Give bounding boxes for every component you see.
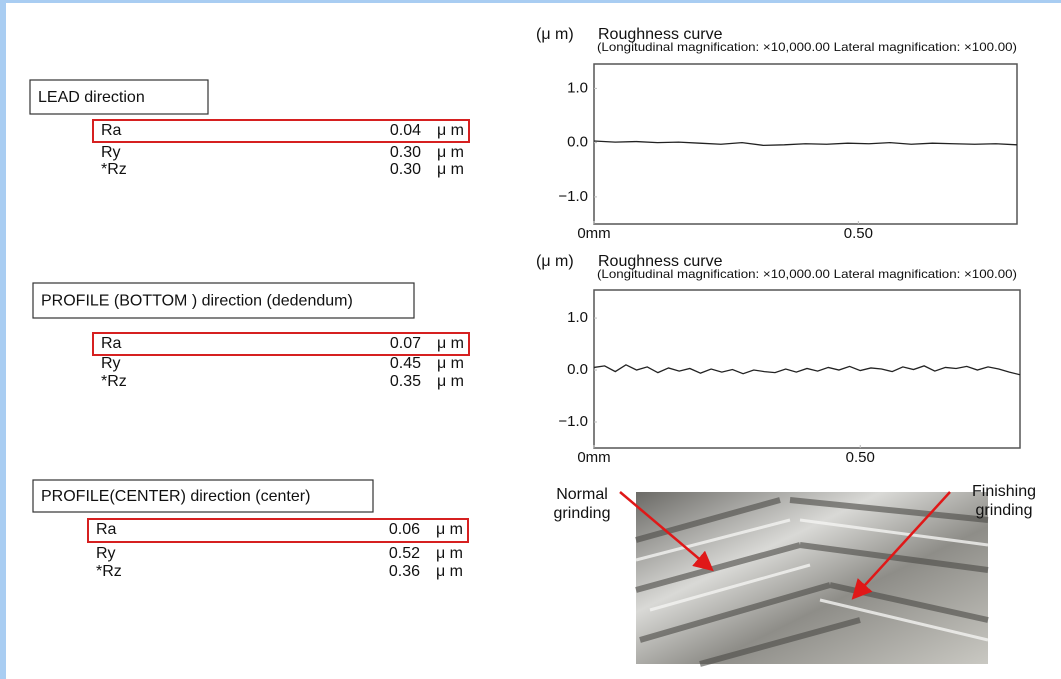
- param-unit: μ m: [436, 521, 463, 538]
- roughness-curve: [593, 364, 1021, 376]
- unit-label: (μ m): [536, 253, 574, 270]
- y-tick-label: 0.0: [567, 361, 588, 378]
- y-tick-label: 1.0: [567, 309, 588, 326]
- param-name: Ry: [96, 545, 116, 562]
- heading: PROFILE(CENTER) direction (center): [41, 488, 310, 505]
- param-name: *Rz: [101, 161, 127, 178]
- annotation: grinding: [554, 505, 611, 522]
- photo: [619, 491, 989, 667]
- param-name: Ra: [96, 521, 117, 538]
- param-unit: μ m: [437, 161, 464, 178]
- highlight-box: [87, 518, 469, 543]
- y-tick-label: −1.0: [558, 188, 588, 205]
- annotation: Finishing: [972, 483, 1036, 500]
- param-unit: μ m: [436, 545, 463, 562]
- param-value: 0.35: [390, 373, 421, 390]
- unit-label: (μ m): [536, 26, 574, 43]
- param-value: 0.07: [390, 335, 421, 352]
- heading: LEAD direction: [38, 89, 145, 106]
- param-value: 0.30: [390, 161, 421, 178]
- heading-box: [29, 79, 209, 115]
- param-value: 0.36: [389, 563, 420, 580]
- y-tick-label: 0.0: [567, 134, 588, 151]
- x-tick-label: 0mm: [577, 449, 610, 466]
- highlight-box: [92, 119, 470, 143]
- x-tick-label: 0.50: [844, 225, 873, 242]
- roughness-curve: [593, 140, 1018, 147]
- param-unit: μ m: [437, 373, 464, 390]
- param-name: Ra: [101, 122, 122, 139]
- param-unit: μ m: [437, 335, 464, 352]
- x-tick-label: 0.50: [846, 449, 875, 466]
- y-tick-label: −1.0: [558, 413, 588, 430]
- param-value: 0.04: [390, 122, 421, 139]
- chart-title: Roughness curve: [598, 253, 723, 270]
- x-tick-label: 0mm: [577, 225, 610, 242]
- param-value: 0.06: [389, 521, 420, 538]
- heading-box: [32, 282, 415, 319]
- heading: PROFILE (BOTTOM ) direction (dedendum): [41, 293, 353, 310]
- param-unit: μ m: [437, 122, 464, 139]
- chart-title: Roughness curve: [598, 26, 723, 43]
- plot-frame: [593, 63, 1018, 225]
- heading-box: [32, 479, 374, 513]
- param-value: 0.30: [390, 144, 421, 161]
- param-name: Ra: [101, 335, 122, 352]
- param-name: Ry: [101, 144, 121, 161]
- param-name: Ry: [101, 355, 121, 372]
- annotation: grinding: [976, 502, 1033, 519]
- param-unit: μ m: [437, 144, 464, 161]
- param-unit: μ m: [437, 355, 464, 372]
- param-name: *Rz: [101, 373, 127, 390]
- plot-frame: [593, 289, 1021, 449]
- annotation: Normal: [556, 486, 608, 503]
- param-value: 0.52: [389, 545, 420, 562]
- param-value: 0.45: [390, 355, 421, 372]
- y-tick-label: 1.0: [567, 79, 588, 96]
- highlight-box: [92, 332, 470, 356]
- param-name: *Rz: [96, 563, 122, 580]
- chart-subtitle: (Longitudinal magnification: ×10,000.00 …: [597, 40, 1017, 54]
- chart-subtitle: (Longitudinal magnification: ×10,000.00 …: [597, 267, 1017, 281]
- param-unit: μ m: [436, 563, 463, 580]
